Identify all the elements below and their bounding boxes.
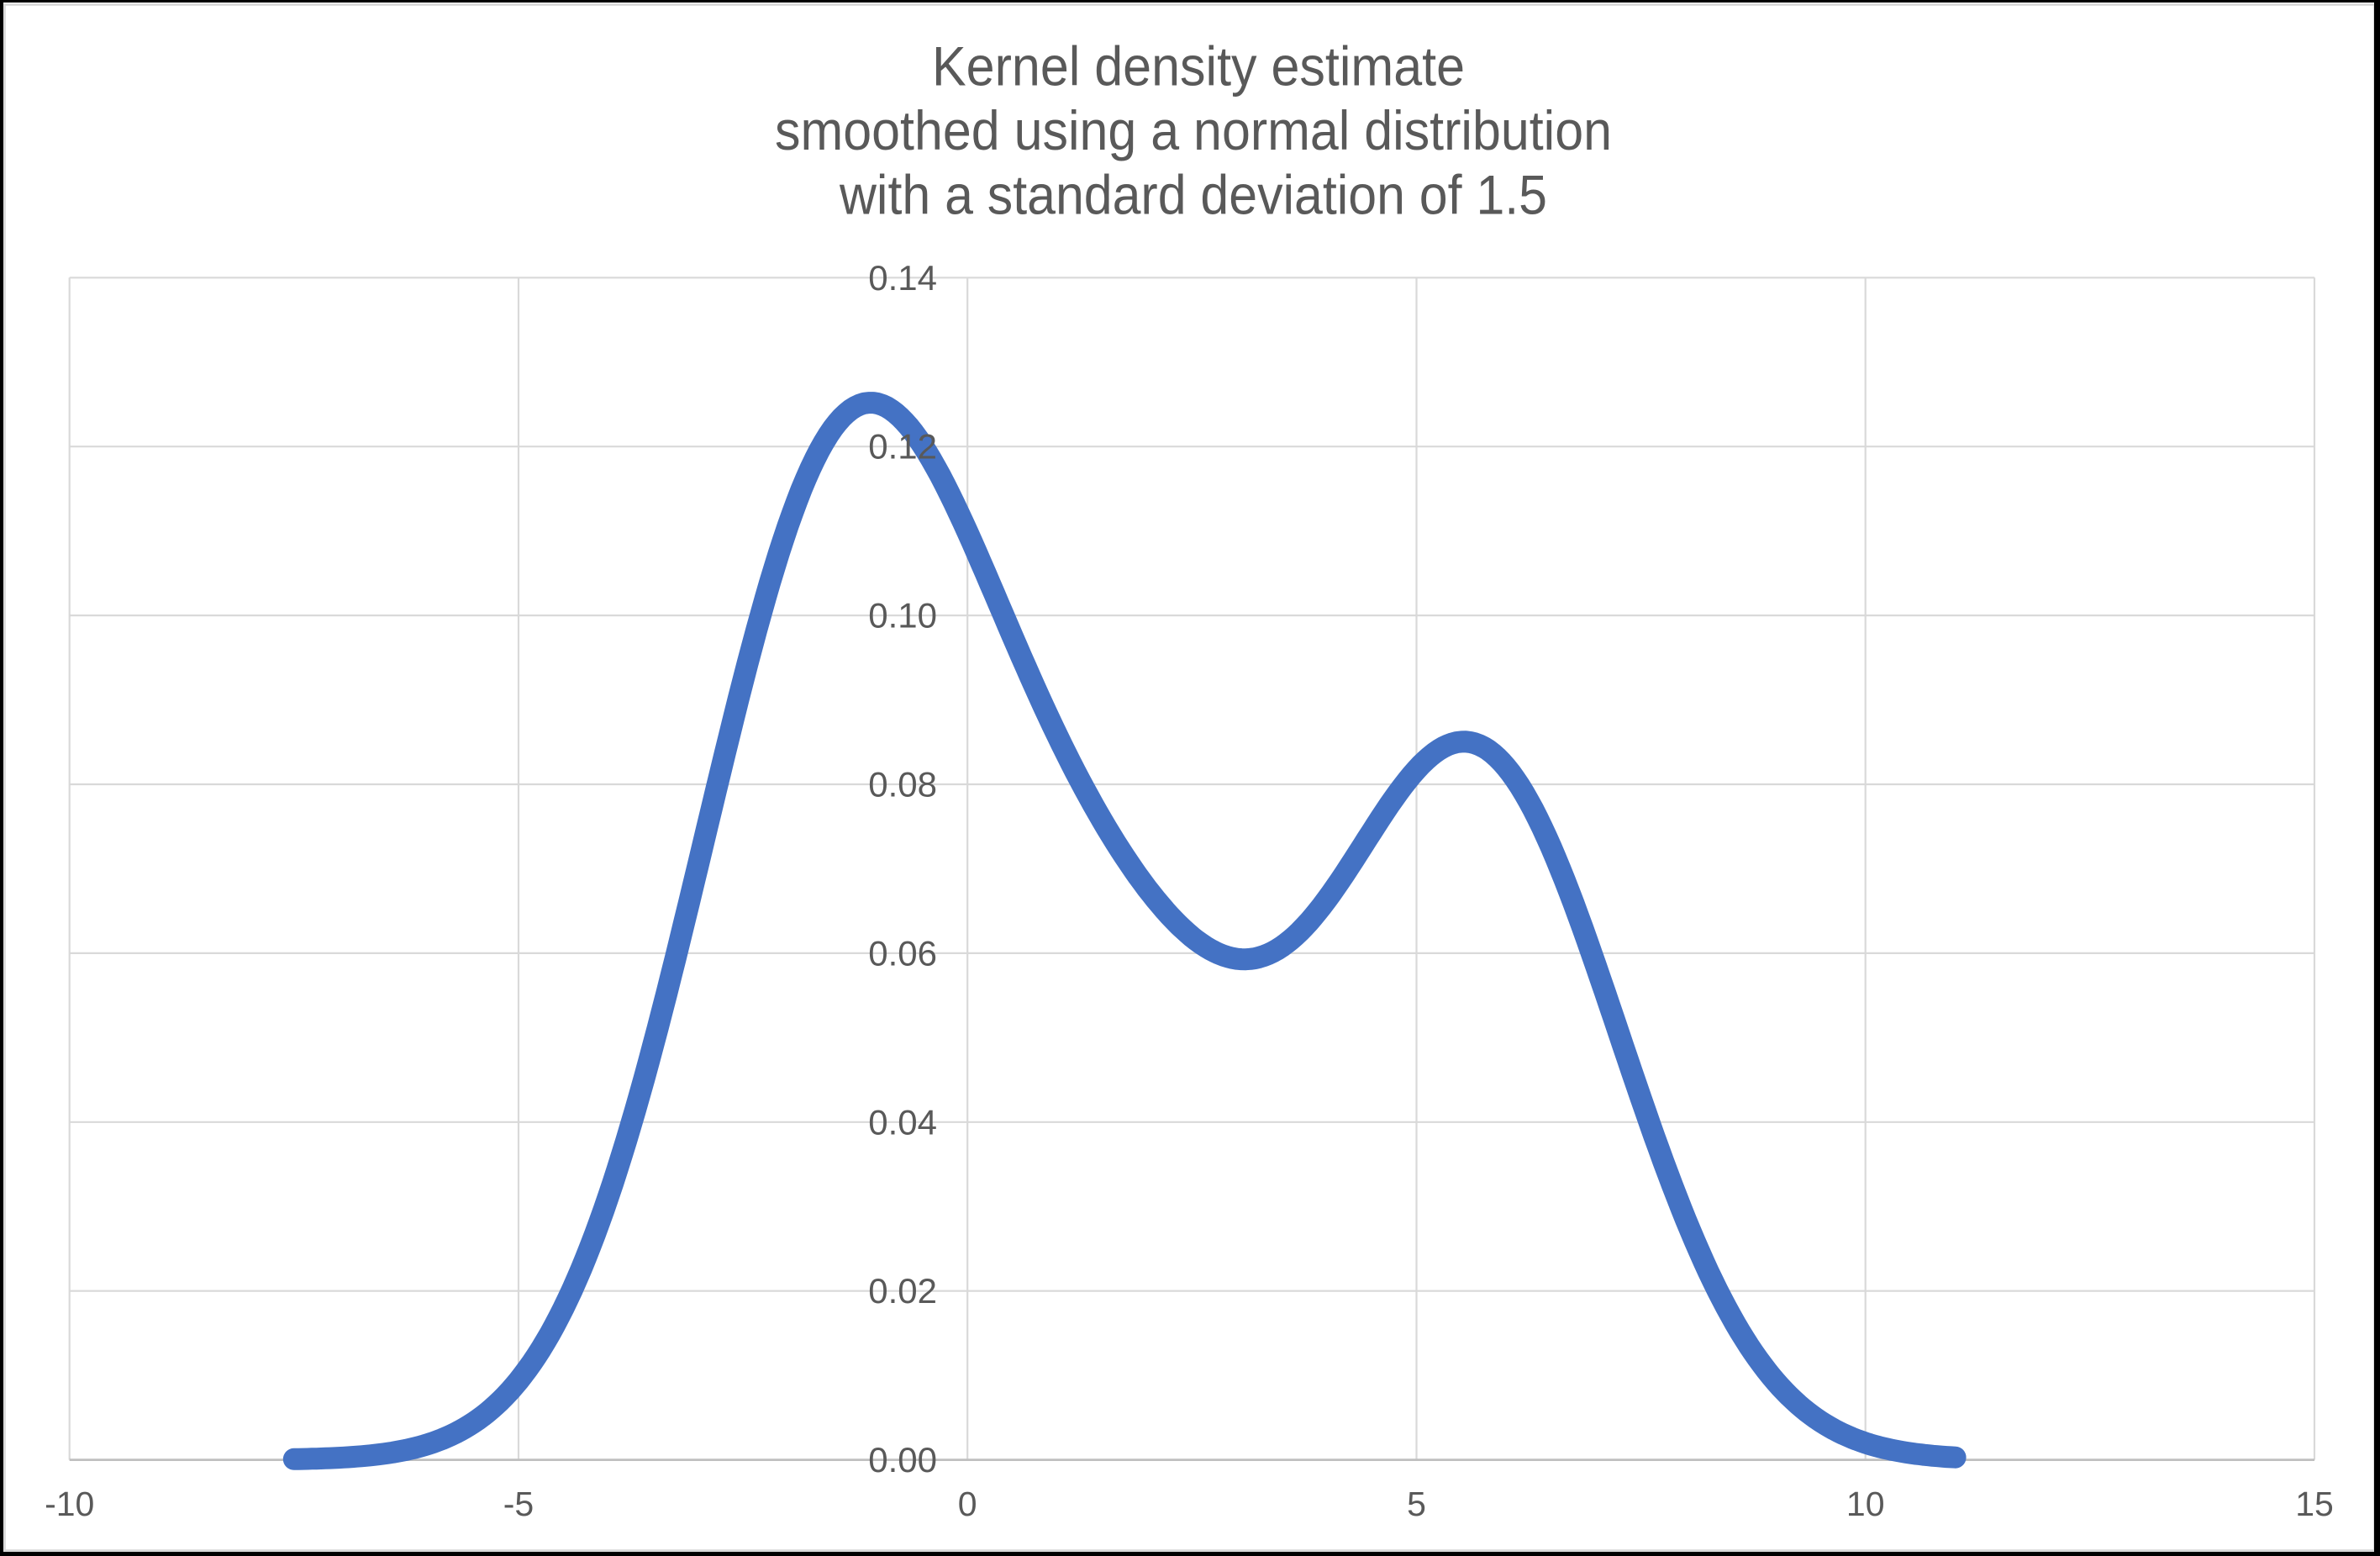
svg-text:0.02: 0.02 (868, 1271, 937, 1311)
svg-text:0.04: 0.04 (868, 1102, 937, 1142)
svg-text:0.00: 0.00 (868, 1440, 937, 1480)
svg-text:0.14: 0.14 (868, 258, 937, 298)
svg-text:Kernel density estimate: Kernel density estimate (932, 35, 1465, 98)
svg-text:15: 15 (2295, 1485, 2334, 1523)
svg-text:0.10: 0.10 (868, 596, 937, 636)
svg-text:-5: -5 (503, 1485, 534, 1523)
svg-text:0.08: 0.08 (868, 765, 937, 804)
svg-text:smoothed using a normal distri: smoothed using a normal distribution (775, 99, 1612, 161)
svg-text:5: 5 (1407, 1485, 1426, 1523)
svg-text:0.06: 0.06 (868, 933, 937, 973)
svg-text:with a standard deviation of 1: with a standard deviation of 1.5 (839, 164, 1547, 226)
svg-text:-10: -10 (45, 1485, 94, 1523)
svg-text:0.12: 0.12 (868, 427, 937, 467)
svg-text:10: 10 (1846, 1485, 1885, 1523)
svg-text:0: 0 (958, 1485, 977, 1523)
